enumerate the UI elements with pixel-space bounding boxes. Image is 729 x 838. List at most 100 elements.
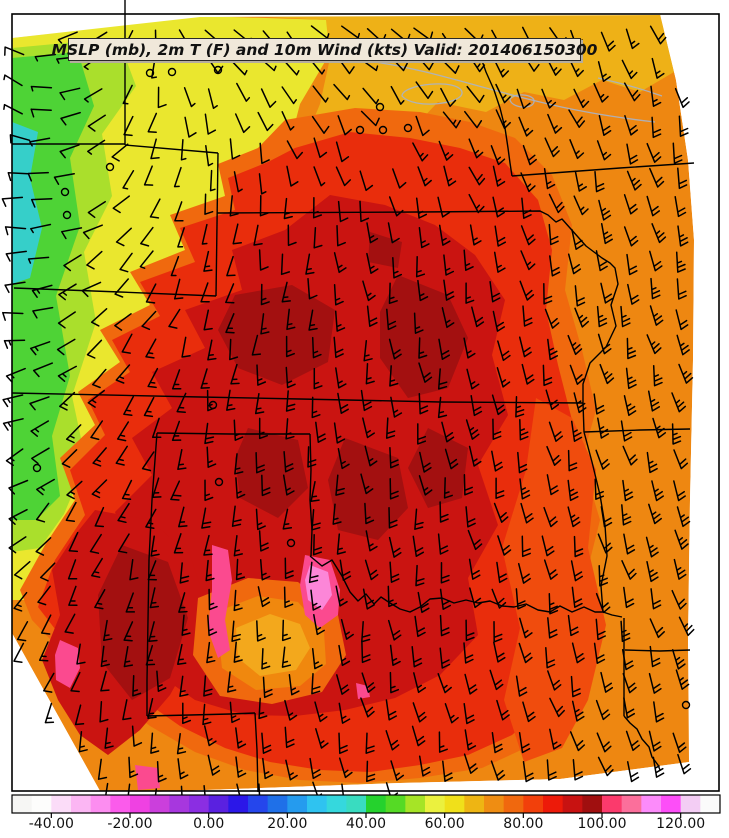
wind-barb [677, 167, 688, 190]
border-panhandle-south [156, 432, 310, 435]
wind-barb [281, 86, 297, 105]
wind-barb [285, 759, 298, 781]
wind-barb [571, 586, 583, 608]
wind-barb [90, 308, 108, 327]
wind-barb [489, 669, 504, 691]
wind-barb [570, 560, 584, 582]
wind-barb [13, 591, 28, 612]
wind-barb [179, 562, 190, 584]
wind-barb [569, 364, 585, 385]
wind-barb [440, 87, 457, 108]
wind-barb [574, 285, 586, 307]
colorbar-segment [169, 795, 190, 813]
wind-barb [495, 477, 505, 499]
border-northeast-horizontal [511, 162, 695, 177]
wind-barb [104, 727, 114, 749]
wind-barb [308, 309, 318, 331]
wind-barb [282, 59, 300, 76]
wind-barb [89, 533, 102, 554]
wind-barb [442, 111, 461, 129]
colorbar-tick-label: 80.00 [503, 816, 544, 832]
wind-barb [256, 364, 267, 386]
wind-barb [58, 283, 77, 301]
wind-barb [150, 138, 160, 160]
colorbar-segment [641, 795, 662, 813]
wind-barb [412, 142, 429, 162]
wind-barb [464, 110, 483, 129]
wind-barb [544, 137, 560, 158]
wind-barb [545, 647, 556, 669]
wind-barb [143, 396, 155, 418]
colorbar-segment [110, 795, 131, 813]
wind-barb [468, 445, 482, 467]
wind-barb [203, 309, 213, 331]
wind-barb [463, 474, 474, 496]
wind-barb [489, 281, 501, 303]
wind-barb [81, 281, 102, 298]
calm-circle [32, 463, 42, 473]
wind-barb [364, 445, 378, 467]
wind-barb [676, 506, 691, 528]
calm-circle [214, 477, 224, 487]
wind-barb [171, 369, 182, 390]
wind-barb [310, 25, 330, 39]
wind-barb [597, 533, 613, 554]
wind-barb [70, 671, 81, 693]
wind-barb [31, 447, 50, 465]
wind-barb [2, 394, 24, 408]
colorbar-segment [464, 795, 485, 813]
wind-barb [87, 139, 106, 155]
calm-circle [355, 125, 365, 135]
wind-barb [441, 421, 455, 443]
wind-barb [390, 760, 405, 781]
wind-barb [65, 501, 77, 523]
wind-barb [497, 535, 512, 556]
wind-barb [97, 758, 108, 780]
wind-barb [200, 368, 210, 389]
wind-barb [285, 390, 296, 412]
wind-barb [646, 334, 662, 355]
wind-barb [208, 588, 218, 611]
wind-barb [231, 620, 241, 642]
wind-barb [595, 699, 611, 721]
wind-barb [285, 418, 295, 440]
wind-barb [203, 725, 217, 747]
wind-barb [491, 731, 503, 754]
wind-barb [412, 702, 427, 723]
wind-barb [518, 116, 534, 137]
wind-barb [546, 474, 559, 496]
wind-barb [235, 727, 247, 749]
wind-barb [30, 108, 52, 118]
wind-barb [626, 170, 642, 191]
wind-barb [4, 226, 27, 236]
wind-barb [337, 392, 349, 414]
hot-spot-pink-2 [208, 545, 232, 658]
maroon-95-100F-3 [98, 545, 188, 700]
wind-barb [415, 115, 430, 137]
wind-barb [207, 88, 218, 110]
colorbar-segment [366, 795, 387, 813]
wind-barb [9, 134, 31, 144]
cool-spot-center-65-70F [236, 614, 310, 676]
wind-barb [625, 730, 640, 752]
cyan-35-40F [12, 122, 42, 284]
wind-barb [390, 85, 405, 105]
wind-barb [496, 561, 508, 584]
wind-barb [593, 393, 605, 415]
wind-barb [624, 115, 639, 136]
wind-barb [57, 31, 78, 44]
wind-barb [262, 757, 274, 780]
wind-barb [491, 450, 504, 472]
wind-barb [517, 451, 528, 474]
wind-barb [229, 338, 239, 361]
wind-barb [333, 284, 344, 306]
wind-barb [520, 250, 536, 271]
wind-barb [333, 336, 344, 359]
wind-barb [8, 508, 28, 525]
colorbar-segment [543, 795, 564, 813]
wind-barb [201, 223, 208, 245]
wind-barb [417, 166, 432, 187]
wind-barb [30, 197, 53, 208]
wind-barb [179, 675, 189, 697]
wind-barb [651, 57, 665, 79]
